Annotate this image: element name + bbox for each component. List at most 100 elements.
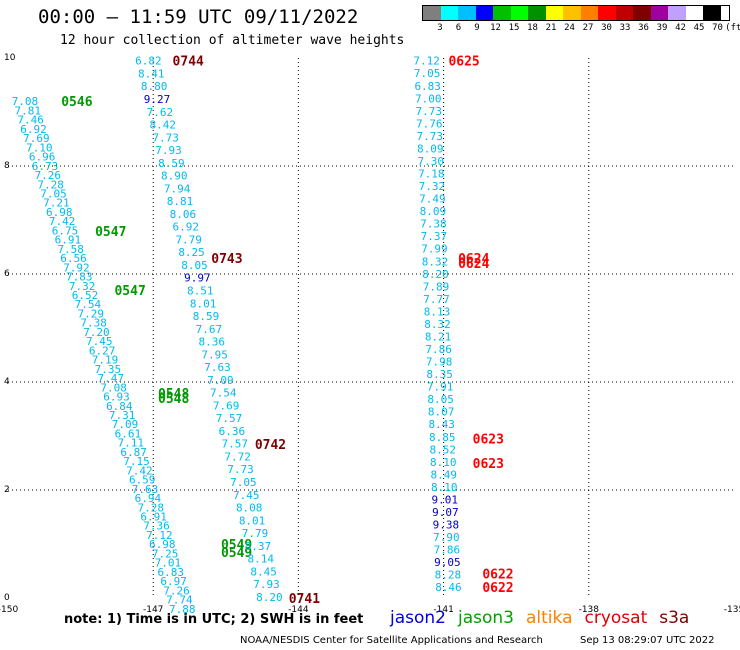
swh-value: 6.96 <box>29 151 56 164</box>
legend-swatch <box>475 6 493 20</box>
swh-value: 7.10 <box>26 141 53 154</box>
swh-value: 7.01 <box>155 557 182 570</box>
swh-value: 8.10 <box>430 456 457 469</box>
swh-value: 8.20 <box>256 591 283 604</box>
swh-value: 7.63 <box>204 361 231 374</box>
swh-value: 9.07 <box>432 506 459 519</box>
swh-value: 7.94 <box>164 182 191 195</box>
swh-value: 6.91 <box>55 234 82 247</box>
swh-value: 8.07 <box>428 406 455 419</box>
legend-swatch <box>685 6 703 20</box>
pass-time-label: 0547 <box>114 284 145 299</box>
legend-tick-label: 12 <box>490 23 501 33</box>
swh-value: 7.86 <box>434 544 461 557</box>
swh-value: 8.41 <box>138 67 165 80</box>
legend-tick-label: 15 <box>508 23 520 33</box>
swh-value: 7.81 <box>15 104 42 117</box>
legend-swatch <box>493 6 511 20</box>
satellite-legend: jason2 jason3 altika cryosat s3a <box>390 608 701 628</box>
pass-time-label: 0622 <box>482 581 513 596</box>
swh-value: 7.09 <box>207 374 234 387</box>
satellite-legend-item: jason2 <box>390 608 446 628</box>
swh-value: 7.05 <box>40 187 67 200</box>
swh-value: 7.47 <box>97 372 124 385</box>
swh-value: 7.54 <box>75 298 102 311</box>
swh-value: 7.92 <box>63 261 90 274</box>
legend-swatch <box>668 6 686 20</box>
swh-value: 7.74 <box>166 594 193 607</box>
swh-value: 6.92 <box>173 221 200 234</box>
legend-tick-label: 6 <box>455 23 462 33</box>
swh-value: 7.25 <box>152 547 179 560</box>
pass-time-label: 0549 <box>221 538 252 553</box>
chart-subtitle: 12 hour collection of altimeter wave hei… <box>60 33 405 48</box>
pass-time-label: 0548 <box>158 392 189 407</box>
x-tick-label: -141 <box>433 605 453 615</box>
swh-value: 7.90 <box>433 531 460 544</box>
pass-time-label: 0548 <box>158 387 189 402</box>
swh-value: 8.09 <box>420 205 447 218</box>
swh-value: 6.83 <box>414 80 441 93</box>
swh-value: 7.86 <box>425 343 452 356</box>
legend-tick-label: 27 <box>582 23 594 33</box>
swh-value: 6.93 <box>103 391 130 404</box>
swh-value: 6.94 <box>135 492 162 505</box>
swh-value: 7.00 <box>415 92 442 105</box>
swh-value: 8.52 <box>429 443 456 456</box>
swh-value: 7.89 <box>423 280 450 293</box>
swh-value: 7.62 <box>147 106 174 119</box>
swh-value: 7.08 <box>100 381 127 394</box>
swh-value: 6.75 <box>52 224 79 237</box>
pass-time-label: 0624 <box>458 252 489 267</box>
swh-value: 7.83 <box>66 271 93 284</box>
pass-time-label: 0744 <box>173 55 204 70</box>
swh-value: 7.30 <box>418 155 445 168</box>
pass-time-label: 0742 <box>255 438 286 453</box>
swh-value: 8.13 <box>424 305 451 318</box>
swh-value: 7.58 <box>57 243 84 256</box>
pass-time-label: 0546 <box>61 95 92 110</box>
swh-value: 7.45 <box>233 489 260 502</box>
y-tick-label: 0 <box>4 593 10 603</box>
pass-time-label: 0549 <box>221 546 252 561</box>
swh-value: 8.42 <box>150 119 177 132</box>
swh-value: 7.93 <box>155 144 182 157</box>
swh-value: 7.26 <box>163 584 190 597</box>
swh-value: 8.80 <box>141 80 168 93</box>
swh-value: 9.05 <box>434 556 461 569</box>
y-tick-label: 6 <box>4 269 10 279</box>
x-tick-label: -138 <box>579 605 600 615</box>
swh-value: 7.73 <box>227 463 254 476</box>
swh-value: 7.45 <box>86 335 113 348</box>
swh-value: 7.91 <box>427 381 454 394</box>
legend-tick-label: 39 <box>656 23 668 33</box>
swh-value: 7.09 <box>112 418 139 431</box>
swh-value: 7.93 <box>253 578 280 591</box>
swh-value: 8.10 <box>431 481 458 494</box>
swh-value: 7.08 <box>12 95 39 108</box>
swh-value: 6.98 <box>149 538 176 551</box>
legend-tick-label: 70 <box>712 23 723 33</box>
swh-value: 8.21 <box>425 330 452 343</box>
swh-value: 7.35 <box>95 363 122 376</box>
swh-value: 7.28 <box>138 501 165 514</box>
swh-value: 6.83 <box>158 566 185 579</box>
swh-value: 8.45 <box>250 565 277 578</box>
swh-value: 7.20 <box>83 326 110 339</box>
swh-value: 8.59 <box>193 310 220 323</box>
x-tick-label: -147 <box>143 605 163 615</box>
swh-value: 8.08 <box>236 502 263 515</box>
swh-value: 6.52 <box>72 289 99 302</box>
swh-value: 7.19 <box>92 354 119 367</box>
swh-value: 6.84 <box>106 400 133 413</box>
swh-value: 8.81 <box>167 195 194 208</box>
swh-value: 6.59 <box>129 474 156 487</box>
swh-value: 6.98 <box>46 206 73 219</box>
pass-time-label: 0623 <box>473 457 504 472</box>
legend-tick-label: 18 <box>527 23 538 33</box>
pass-time-label: 0547 <box>95 225 126 240</box>
pass-time-label: 0743 <box>211 252 242 267</box>
swh-value: 7.05 <box>230 476 257 489</box>
swh-value: 7.77 <box>423 293 450 306</box>
